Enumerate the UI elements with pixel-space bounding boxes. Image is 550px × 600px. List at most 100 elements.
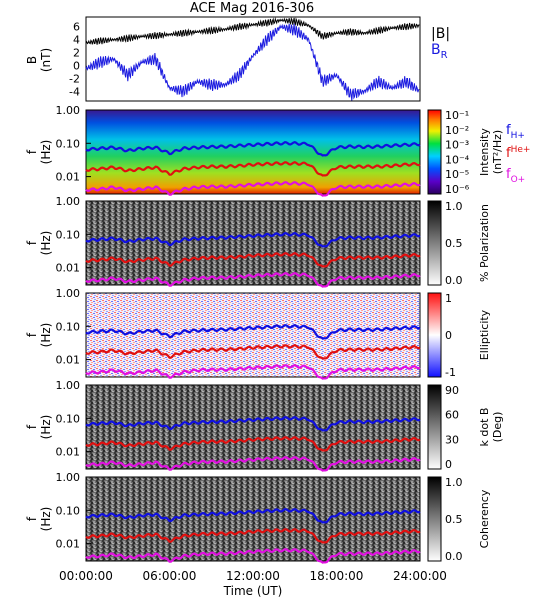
spectrogram-image — [85, 476, 421, 562]
colorbar-tick-label: 60 — [445, 409, 459, 422]
panel-coherency: f (Hz) 1.00 0.10 0.01 1.0 0.5 0.0 Coherency — [25, 471, 491, 564]
spectrogram-image — [85, 200, 421, 286]
colorbar — [427, 109, 442, 195]
colorbar-tick-label: 10⁻⁶ — [445, 183, 470, 196]
colorbar-tick-label: 1 — [445, 292, 452, 305]
panel-polarization: f (Hz) 1.00 0.10 0.01 1.0 0.5 0.0 % Polarization — [25, 195, 491, 288]
colorbar-tick-label: 10⁻² — [445, 124, 469, 137]
time-tick-label: 00:00:00 — [59, 569, 113, 583]
time-tick-label: 12:00:00 — [226, 569, 280, 583]
f-o-line — [85, 181, 421, 197]
b-field-tick-label: 2 — [73, 47, 80, 60]
panel-yunit: (Hz) — [39, 140, 53, 165]
colorbar-tick-label: -1 — [445, 366, 456, 379]
colorbar-tick-label: 1.0 — [445, 200, 463, 213]
colorbar-tick-label: 0.0 — [445, 550, 463, 563]
colorbar — [427, 384, 442, 470]
f-h-line — [85, 508, 421, 524]
f-o-line — [85, 272, 421, 288]
colorbar-tick-label: 10⁻⁵ — [445, 168, 469, 181]
panel-ellipticity: f (Hz) 1.00 0.10 0.01 1 0 -1 Ellipticity — [25, 287, 491, 380]
panel-tick-label: 0.10 — [56, 228, 81, 241]
colorbar-label: Intensity — [478, 128, 491, 176]
panel-yunit: (Hz) — [39, 415, 53, 440]
b-field-legend: |B| BR — [431, 26, 450, 61]
legend-f-h-sub: H+ — [511, 131, 525, 141]
colorbar-label: Ellipticity — [478, 309, 491, 360]
panel-tick-label: 1.00 — [56, 471, 81, 484]
panel-ylabel: f — [25, 240, 39, 245]
legend-f-o-sub: O+ — [511, 175, 526, 185]
f-he-line — [85, 252, 421, 268]
b-field-tick-label: 6 — [73, 21, 80, 34]
colorbar-tick-label: 10⁻¹ — [445, 109, 469, 122]
f-h-line — [85, 416, 421, 432]
legend-b-r: BR — [431, 42, 448, 61]
panel-ylabel: f — [25, 332, 39, 337]
legend-b-total: |B| — [431, 26, 450, 42]
panel-ylabel: f — [25, 424, 39, 429]
time-tick-label: 18:00:00 — [310, 569, 364, 583]
colorbar-tick-label: 1.0 — [445, 476, 463, 489]
panel-yunit: (Hz) — [39, 231, 53, 256]
legend-f-h: fH+ — [506, 123, 525, 141]
b-total-line — [85, 17, 420, 45]
colorbar-tick-label: 90 — [445, 384, 459, 397]
panel-tick-label: 1.00 — [56, 195, 81, 208]
spectrogram-image — [85, 384, 421, 470]
f-h-line — [85, 141, 421, 157]
panel-yunit: (Hz) — [39, 323, 53, 348]
b-field-tick-label: -2 — [69, 72, 80, 85]
colorbar-tick-label: 0.5 — [445, 513, 463, 526]
legend-f-he: fHe+ — [506, 145, 530, 161]
panel-tick-label: 0.01 — [56, 171, 81, 184]
panel-tick-label: 1.00 — [56, 104, 81, 117]
panel-tick-label: 0.10 — [56, 137, 81, 150]
f-h-line — [85, 324, 421, 340]
time-axis-tick-labels: 00:00:00 06:00:00 12:00:00 18:00:00 24:00:00 — [59, 569, 447, 583]
panel-tick-label: 0.01 — [56, 354, 81, 367]
colorbar-unit: (Deg) — [491, 412, 504, 443]
colorbar — [427, 200, 442, 286]
colorbar-label: k dot B — [478, 408, 491, 447]
panel-tick-label: 0.10 — [56, 504, 81, 517]
panel-ylabel: f — [25, 149, 39, 154]
colorbar — [427, 476, 442, 562]
f-he-line — [85, 528, 421, 544]
panel-intensity: f (Hz) 1.00 0.10 0.01 10⁻¹ 10⁻² 10⁻³10⁻⁴ 10⁻⁵ 10⁻… — [25, 104, 504, 197]
legend-b-r-sub: R — [441, 50, 448, 61]
b-field-yunit: (nT) — [39, 48, 53, 72]
panel-tick-label: 0.10 — [56, 320, 81, 333]
panel-tick-label: 1.00 — [56, 287, 81, 300]
panel-ylabel: f — [25, 516, 39, 521]
f-he-line — [85, 344, 421, 360]
colorbar-tick-label: 30 — [445, 433, 459, 446]
spectrogram-image — [85, 109, 421, 195]
panel-tick-label: 1.00 — [56, 379, 81, 392]
figure-title: ACE Mag 2016-306 — [190, 1, 314, 16]
b-field-ylabel: B — [25, 56, 39, 64]
colorbar-label: % Polarization — [478, 204, 491, 282]
colorbar-tick-label: 0.0 — [445, 274, 463, 287]
colorbar-tick-label: 10⁻³ — [445, 139, 469, 152]
legend-f-he-sub: He+ — [511, 145, 531, 155]
panel-tick-label: 0.10 — [56, 412, 81, 425]
colorbar-unit: (nT²/Hz) — [491, 130, 504, 174]
colorbar — [427, 292, 442, 378]
b-r-line — [85, 23, 420, 101]
spectrogram-image — [85, 292, 421, 378]
colorbar-label: Coherency — [478, 489, 491, 548]
colorbar-tick-label: 0 — [445, 458, 452, 471]
panel-kdotb: f (Hz) 1.00 0.10 0.01 90 60 30 0 k dot B (Deg) — [25, 379, 504, 472]
panel-tick-label: 0.01 — [56, 262, 81, 275]
legend-f-o: fO+ — [506, 167, 525, 185]
spectrogram-panels: f (Hz)1.000.100.0110⁻¹10⁻²10⁻³10⁻⁴10⁻⁵10⁻… — [25, 104, 504, 564]
b-field-tick-label: 4 — [73, 34, 80, 47]
colorbar-tick-label: 10⁻⁴ — [445, 153, 470, 166]
f-he-line — [85, 161, 421, 177]
time-tick-label: 24:00:00 — [393, 569, 447, 583]
panel-tick-label: 0.01 — [56, 446, 81, 459]
f-he-line — [85, 436, 421, 452]
f-o-line — [85, 364, 421, 380]
panel-tick-label: 0.01 — [56, 538, 81, 551]
